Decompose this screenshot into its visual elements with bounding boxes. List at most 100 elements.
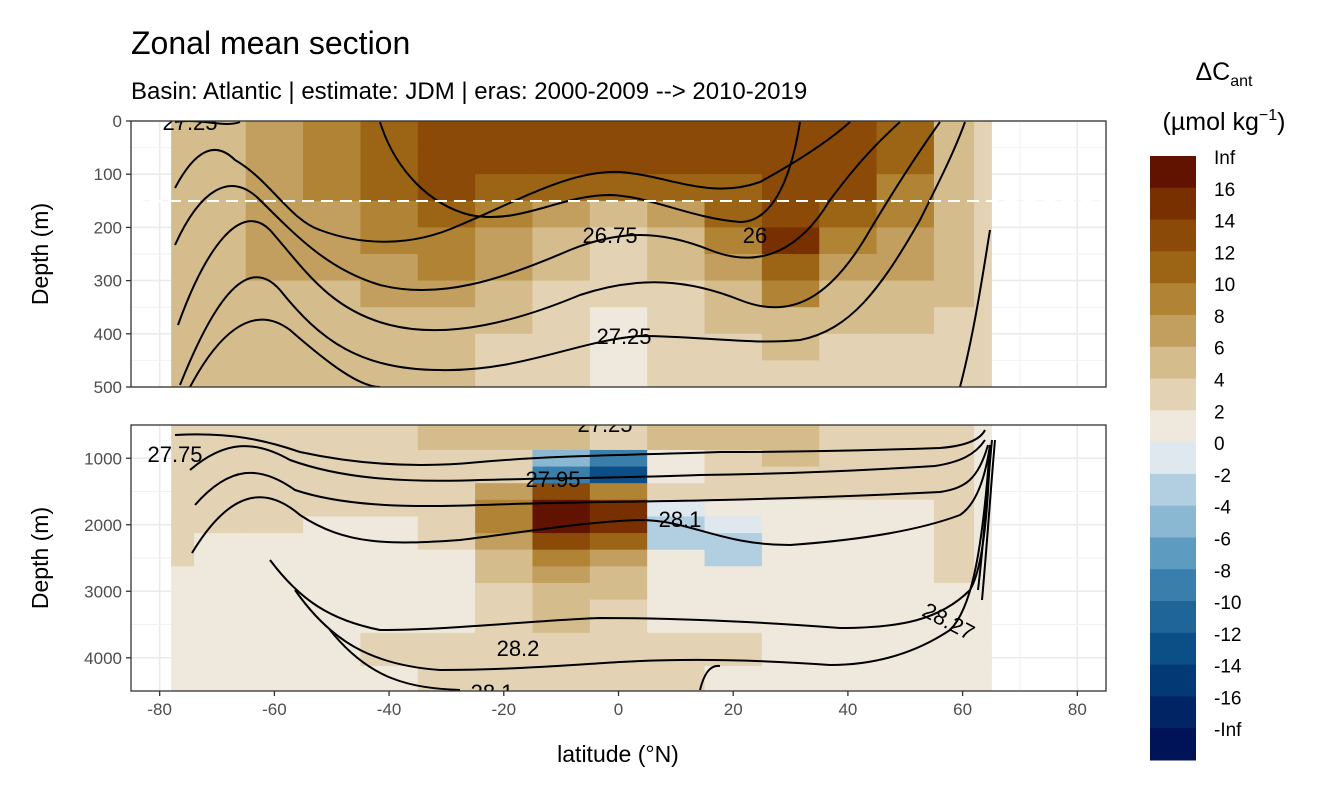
heatmap-cell (819, 425, 878, 451)
heatmap-cell (475, 121, 534, 149)
contour-label: 27.25 (596, 324, 651, 349)
heatmap-cell (532, 227, 591, 255)
heatmap-cell (532, 147, 591, 175)
heatmap-cell (417, 254, 476, 282)
heatmap-cell (303, 499, 362, 518)
heatmap-cell (876, 632, 935, 651)
heatmap-cell (475, 333, 534, 361)
heatmap-cell (647, 227, 706, 255)
heatmap-cell (245, 174, 304, 202)
heatmap-cell (704, 533, 763, 551)
colorbar-swatch (1150, 219, 1196, 252)
heatmap-cell (245, 499, 304, 518)
heatmap-cell (417, 582, 476, 601)
heatmap-cell (303, 666, 362, 684)
lower-y-axis: 1000 2000 3000 4000 (84, 449, 131, 668)
contour-label: 26 (743, 223, 767, 248)
heatmap-cell (761, 280, 820, 308)
isopycnal-line (981, 439, 996, 601)
heatmap-cell (360, 200, 419, 228)
heatmap-cell (933, 254, 975, 282)
heatmap-cell (876, 360, 935, 387)
heatmap-cell (194, 483, 247, 501)
heatmap-cell (532, 666, 591, 684)
heatmap-cell (704, 516, 763, 534)
heatmap-cell (417, 360, 476, 387)
heatmap-cell (171, 632, 195, 651)
heatmap-cell (475, 549, 534, 567)
heatmap-cell (589, 254, 648, 282)
heatmap-cell (974, 333, 992, 361)
heatmap-cell (819, 616, 878, 634)
heatmap-cell (647, 499, 706, 518)
heatmap-cell (171, 147, 195, 175)
heatmap-cell (589, 549, 648, 567)
heatmap-cell (876, 333, 935, 361)
heatmap-cell (647, 566, 706, 584)
heatmap-cell (761, 425, 820, 451)
heatmap-cell (704, 666, 763, 684)
y-tick-label: 1000 (84, 449, 122, 468)
heatmap-cell (245, 333, 304, 361)
heatmap-cell (589, 616, 648, 634)
heatmap-cell (589, 499, 648, 518)
heatmap-cell (245, 516, 304, 534)
heatmap-cell (475, 516, 534, 534)
heatmap-cell (761, 254, 820, 282)
heatmap-cell (761, 682, 820, 691)
heatmap-cell (974, 666, 992, 684)
isopycnal-line (174, 121, 901, 292)
heatmap-cell (245, 649, 304, 667)
heatmap-cell (589, 307, 648, 335)
heatmap-cell (819, 566, 878, 584)
heatmap-cell (417, 466, 476, 484)
colorbar-label: 2 (1214, 402, 1225, 423)
heatmap-cell (194, 616, 247, 634)
heatmap-cell (647, 307, 706, 335)
heatmap-cell (245, 466, 304, 484)
colorbar-swatch (1150, 569, 1196, 602)
heatmap-cell (589, 599, 648, 617)
heatmap-cell (303, 599, 362, 617)
legend-units: (µmol kg−1) (1163, 107, 1286, 136)
x-tick-label: -80 (147, 700, 172, 719)
colorbar-swatch (1150, 187, 1196, 221)
heatmap-cell (876, 466, 935, 484)
heatmap-cell (475, 666, 534, 684)
heatmap-cell (360, 307, 419, 335)
colorbar-label: -14 (1214, 657, 1242, 678)
colorbar-swatch (1150, 442, 1196, 475)
heatmap-cell (303, 425, 362, 451)
heatmap-cell (589, 516, 648, 534)
heatmap-cell (974, 360, 992, 387)
heatmap-cell (475, 425, 534, 451)
heatmap-cell (933, 360, 975, 387)
heatmap-cell (360, 499, 419, 518)
heatmap-cell (417, 425, 476, 451)
heatmap-cell (647, 649, 706, 667)
heatmap-cell (194, 582, 247, 601)
heatmap-cell (876, 533, 935, 551)
colorbar-swatch (1150, 505, 1196, 538)
heatmap-cell (819, 174, 878, 202)
heatmap-cell (819, 666, 878, 684)
heatmap-cell (194, 516, 247, 534)
heatmap-cell (647, 147, 706, 175)
heatmap-cell (245, 360, 304, 387)
isopycnal-line (191, 444, 991, 554)
heatmap-cell (245, 682, 304, 691)
heatmap-cell (194, 360, 247, 387)
heatmap-cell (819, 499, 878, 518)
heatmap-cell (589, 360, 648, 387)
heatmap-cell (933, 147, 975, 175)
chart-subtitle: Basin: Atlantic | estimate: JDM | eras: … (131, 78, 807, 105)
heatmap-cell (876, 483, 935, 501)
heatmap-cell (761, 549, 820, 567)
colorbar-swatch (1150, 601, 1196, 634)
heatmap-cell (194, 566, 247, 584)
heatmap-cell (761, 533, 820, 551)
colorbar-label: 12 (1214, 243, 1235, 264)
heatmap-cell (194, 533, 247, 551)
contour-label: 28.1 (659, 507, 702, 532)
